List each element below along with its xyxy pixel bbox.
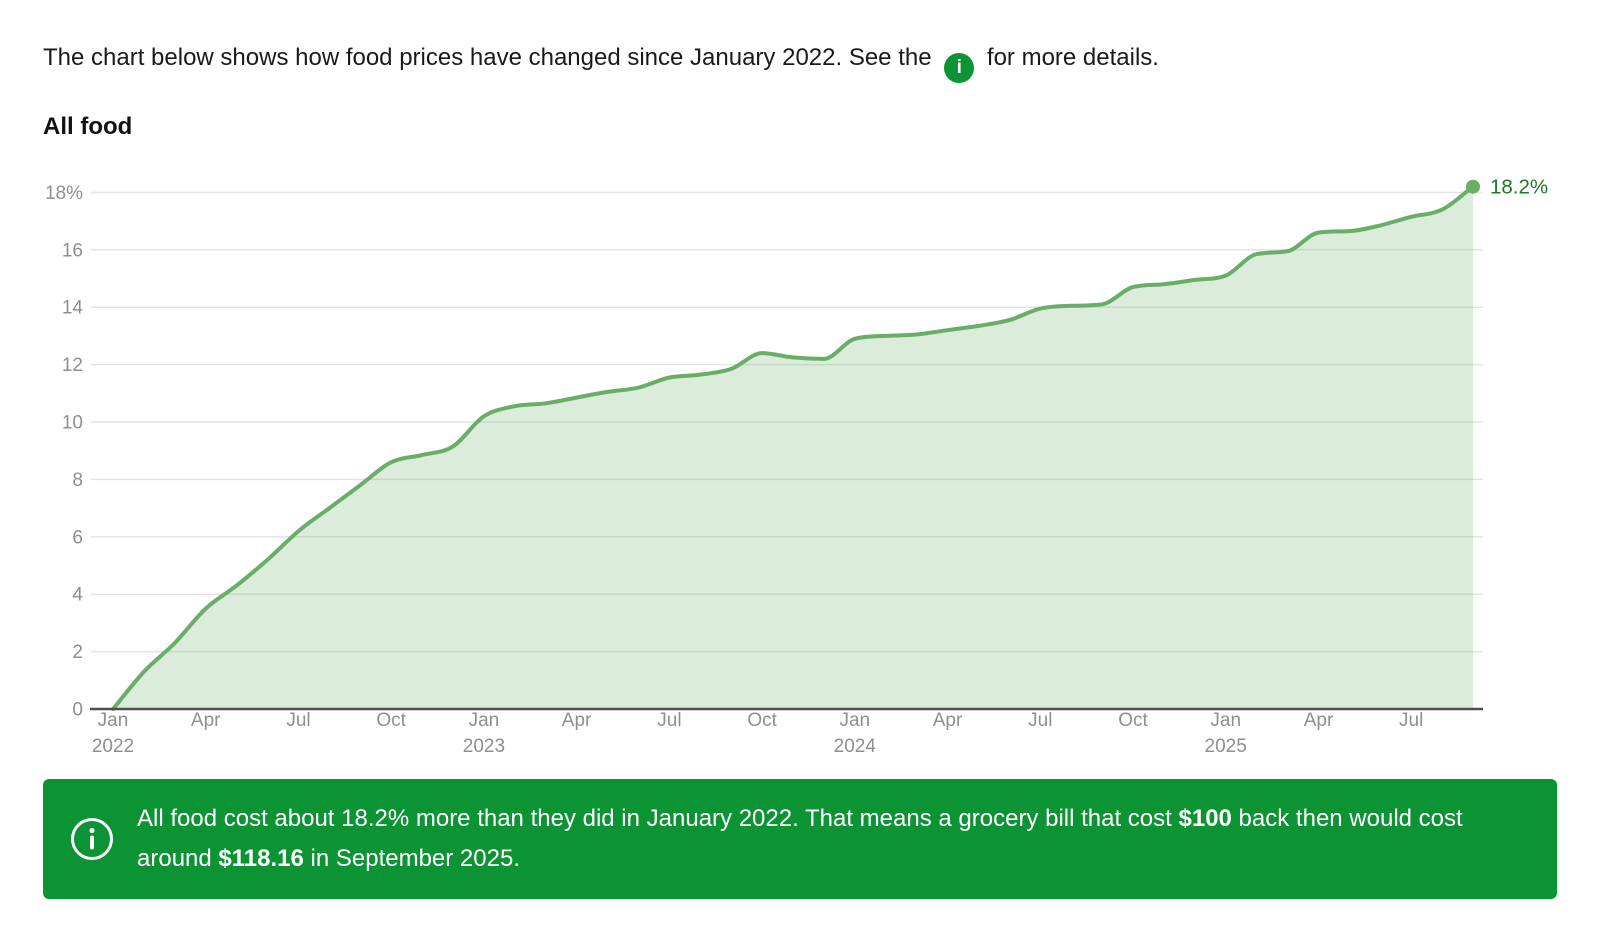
callout-segment: in September 2025. bbox=[303, 845, 520, 872]
x-tick-label: Jul bbox=[657, 710, 681, 731]
end-point-dot[interactable] bbox=[1466, 179, 1480, 194]
y-tick-label: 2 bbox=[72, 642, 83, 663]
x-tick-label: Apr bbox=[933, 710, 963, 731]
x-tick-year-label: 2024 bbox=[834, 736, 877, 757]
intro-text: The chart below shows how food prices ha… bbox=[43, 40, 1557, 83]
callout-highlight: $100 bbox=[1178, 805, 1232, 832]
x-tick-label: Oct bbox=[747, 710, 777, 731]
y-tick-label: 12 bbox=[62, 355, 83, 376]
trend-line[interactable] bbox=[111, 184, 1475, 711]
area-chart-svg[interactable]: 0 2 4 6 8 10 12 14 16 18% Jan 2022 Apr Jul Oct Jan 2023 A… bbox=[43, 159, 1563, 771]
all-food-chart: 0 2 4 6 8 10 12 14 16 18% Jan 2022 Apr Jul Oct Jan 2023 A… bbox=[43, 159, 1557, 771]
info-icon[interactable]: i bbox=[944, 53, 975, 83]
callout-highlight: $118.16 bbox=[218, 845, 304, 872]
y-tick-label: 0 bbox=[72, 700, 83, 721]
x-tick-label: Apr bbox=[1304, 710, 1334, 731]
y-tick-label: 4 bbox=[72, 585, 83, 606]
end-value-label: 18.2% bbox=[1490, 176, 1548, 199]
intro-text-after: for more details. bbox=[986, 44, 1159, 71]
x-tick-label: Jan bbox=[839, 710, 870, 731]
x-tick-year-label: 2022 bbox=[92, 736, 134, 757]
x-tick-label: Oct bbox=[1118, 710, 1148, 731]
callout-segment: back then would cost around bbox=[137, 805, 1463, 872]
x-tick-year-label: 2025 bbox=[1205, 736, 1247, 757]
y-tick-label: 8 bbox=[72, 470, 83, 491]
x-tick-label: Jan bbox=[1210, 710, 1241, 731]
callout-segment: All food cost about 18.2% more than they… bbox=[137, 805, 1179, 832]
x-tick-label: Jul bbox=[1399, 710, 1423, 731]
y-tick-label: 16 bbox=[62, 240, 83, 261]
chart-title: All food bbox=[43, 113, 133, 140]
intro-text-before: The chart below shows how food prices ha… bbox=[43, 44, 932, 71]
x-tick-label: Jan bbox=[469, 710, 500, 731]
x-tick-year-label: 2023 bbox=[463, 736, 505, 757]
x-tick-label: Jul bbox=[286, 710, 310, 731]
y-tick-label: 10 bbox=[62, 413, 83, 434]
x-tick-label: Jan bbox=[98, 710, 129, 731]
x-tick-label: Jul bbox=[1028, 710, 1052, 731]
y-tick-label: 18% bbox=[45, 183, 83, 204]
area-fill[interactable] bbox=[113, 186, 1473, 709]
x-tick-label: Apr bbox=[562, 710, 592, 731]
x-tick-label: Oct bbox=[376, 710, 406, 731]
info-callout: All food cost about 18.2% more than they… bbox=[43, 779, 1557, 899]
callout-text: All food cost about 18.2% more than they… bbox=[137, 799, 1531, 879]
y-tick-label: 6 bbox=[72, 527, 83, 548]
info-outline-icon bbox=[69, 816, 115, 862]
x-tick-label: Apr bbox=[191, 710, 221, 731]
y-tick-label: 14 bbox=[62, 298, 84, 319]
